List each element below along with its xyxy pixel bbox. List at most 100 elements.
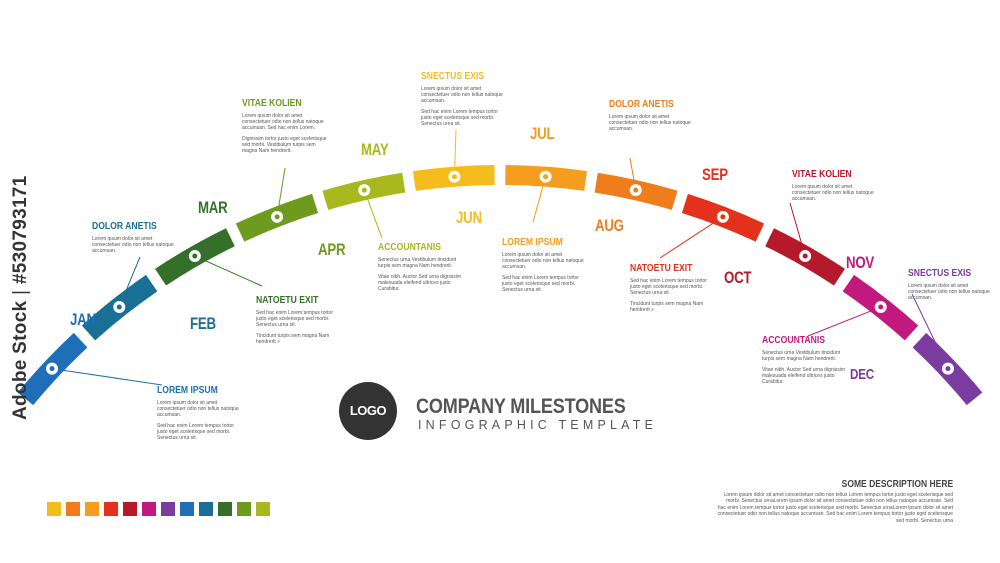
milestone-title: LOREM IPSUM <box>157 384 218 396</box>
milestone-title: DOLOR ANETIS <box>92 220 157 232</box>
milestone-dec: SNECTUS EXIS Lorem ipsum dolor sit amet … <box>908 267 990 306</box>
milestone-text: Tincidunt turpis sem magna Nam hendrerit… <box>256 333 330 345</box>
milestone-text: Senectus urna Vestibulum tincidunt turpi… <box>762 350 841 362</box>
milestone-aug: DOLOR ANETIS Lorem ipsum dolor sit amet … <box>609 98 697 137</box>
milestone-text: Sed hac enim Lorem tempus tortor justo e… <box>157 423 234 441</box>
milestone-text: Dignissim tortor justo eget scelerisque … <box>242 136 327 154</box>
leader-line-jan <box>51 368 163 386</box>
milestone-feb: DOLOR ANETIS Lorem ipsum dolor sit amet … <box>92 220 180 259</box>
milestone-text: Senectus urna Vestibulum tincidunt turpi… <box>378 257 457 269</box>
milestone-text: Lorem ipsum dolor sit amet consectetuer … <box>157 400 239 418</box>
milestone-text: Vitae nibh. Auctor Sed urna dignissim ma… <box>762 367 846 385</box>
milestone-title: ACCOUNTANIS <box>378 241 441 253</box>
leader-line-apr <box>276 167 286 217</box>
milestone-nov: ACCOUNTANIS Senectus urna Vestibulum tin… <box>762 334 850 390</box>
stock-watermark: Adobe Stock | #530793171 <box>10 175 32 420</box>
leader-line-jun <box>453 129 457 177</box>
color-swatch <box>199 502 213 516</box>
color-swatch <box>66 502 80 516</box>
watermark-separator: | <box>10 289 31 295</box>
milestone-marker-dot-sep <box>720 214 726 220</box>
month-label-jun: JUN <box>456 208 482 227</box>
milestone-title: VITAE KOLIEN <box>792 168 852 180</box>
milestone-text: Sed hac enim Lorem tempus tortor justo e… <box>256 310 333 328</box>
milestone-title: SNECTUS EXIS <box>421 70 485 82</box>
month-label-mar: MAR <box>198 198 228 217</box>
color-swatches <box>47 502 275 516</box>
milestone-title: LOREM IPSUM <box>502 236 563 248</box>
milestone-jan: LOREM IPSUM Lorem ipsum dolor sit amet c… <box>157 384 245 446</box>
milestone-marker-dot-may <box>361 187 367 193</box>
leader-line-may <box>363 189 383 239</box>
page-subtitle: INFOGRAPHIC TEMPLATE <box>418 418 658 432</box>
color-swatch <box>104 502 118 516</box>
milestone-mar: NATOETU EXIT Sed hac enim Lorem tempus t… <box>256 294 344 350</box>
milestone-text: Sed hac enim Lorem tempus tortor justo e… <box>630 278 707 296</box>
milestone-oct: VITAE KOLIEN Lorem ipsum dolor sit amet … <box>792 168 880 207</box>
color-swatch <box>237 502 251 516</box>
leader-line-oct <box>789 202 806 257</box>
milestone-marker-dot-feb <box>116 304 122 310</box>
leader-line-sep <box>659 216 724 259</box>
color-swatch <box>142 502 156 516</box>
milestone-title: DOLOR ANETIS <box>609 98 674 110</box>
month-label-aug: AUG <box>595 216 624 235</box>
watermark-number: #530793171 <box>10 175 31 285</box>
milestone-marker-dot-oct <box>802 253 808 259</box>
month-label-oct: OCT <box>724 268 752 287</box>
month-label-jan: JAN <box>70 310 96 329</box>
leader-line-dec <box>911 293 949 369</box>
milestone-text: Lorem ipsum dolor sit amet consectetuer … <box>502 252 584 270</box>
color-swatch <box>47 502 61 516</box>
milestone-marker-dot-jul <box>543 174 549 180</box>
milestone-text: Vitae nibh. Auctor Sed urna dignissim ma… <box>378 274 462 292</box>
milestone-marker-dot-mar <box>192 253 198 259</box>
milestone-apr: VITAE KOLIEN Lorem ipsum dolor sit amet … <box>242 97 330 159</box>
milestone-text: Lorem ipsum dolor sit amet consectetuer … <box>92 236 174 254</box>
color-swatch <box>180 502 194 516</box>
milestone-text: Tincidunt turpis sem magna Nam hendrerit… <box>630 301 704 313</box>
leader-line-feb <box>118 256 141 308</box>
milestone-text: Sed hac enim Lorem tempus tortor justo e… <box>421 109 498 127</box>
color-swatch <box>161 502 175 516</box>
month-label-jul: JUL <box>530 124 555 143</box>
watermark-brand: Adobe Stock <box>10 300 31 420</box>
month-label-sep: SEP <box>702 165 728 184</box>
milestone-title: NATOETU EXIT <box>256 294 319 306</box>
milestone-text: Lorem ipsum dolor sit amet consectetuer … <box>792 184 874 202</box>
month-label-apr: APR <box>318 240 346 259</box>
milestone-marker-dot-dec <box>945 366 951 372</box>
month-label-nov: NOV <box>846 253 875 272</box>
month-label-feb: FEB <box>190 314 216 333</box>
color-swatch <box>85 502 99 516</box>
color-swatch <box>123 502 137 516</box>
color-swatch <box>218 502 232 516</box>
milestone-text: Lorem ipsum dolor sit amet consectetuer … <box>609 114 691 132</box>
milestone-sep: NATOETU EXIT Sed hac enim Lorem tempus t… <box>630 262 718 318</box>
milestone-may: ACCOUNTANIS Senectus urna Vestibulum tin… <box>378 241 466 297</box>
month-label-may: MAY <box>361 140 389 159</box>
leader-line-jul <box>532 176 547 223</box>
milestone-title: VITAE KOLIEN <box>242 97 302 109</box>
month-label-dec: DEC <box>850 366 875 383</box>
milestone-title: SNECTUS EXIS <box>908 267 972 279</box>
milestone-text: Sed hac enim Lorem tempus tortor justo e… <box>502 275 579 293</box>
logo: LOGO <box>339 382 397 440</box>
leader-line-mar <box>194 255 263 287</box>
color-swatch <box>256 502 270 516</box>
milestone-title: ACCOUNTANIS <box>762 334 825 346</box>
milestone-marker-dot-aug <box>633 187 639 193</box>
milestone-title: NATOETU EXIT <box>630 262 693 274</box>
leader-line-nov <box>807 306 881 337</box>
milestone-marker-dot-nov <box>878 304 884 310</box>
milestone-text: Lorem ipsum dolor sit amet consectetuer … <box>242 113 324 131</box>
page-title: COMPANY MILESTONES <box>416 395 626 418</box>
milestone-marker-dot-jun <box>451 174 457 180</box>
milestone-marker-dot-jan <box>49 366 55 372</box>
description-title: SOME DESCRIPTION HERE <box>841 479 953 490</box>
milestone-marker-dot-apr <box>274 214 280 220</box>
milestone-jul: LOREM IPSUM Lorem ipsum dolor sit amet c… <box>502 236 590 298</box>
milestone-text: Lorem ipsum dolor sit amet consectetuer … <box>908 283 990 301</box>
milestone-jun: SNECTUS EXIS Lorem ipsum dolor sit amet … <box>421 70 509 132</box>
